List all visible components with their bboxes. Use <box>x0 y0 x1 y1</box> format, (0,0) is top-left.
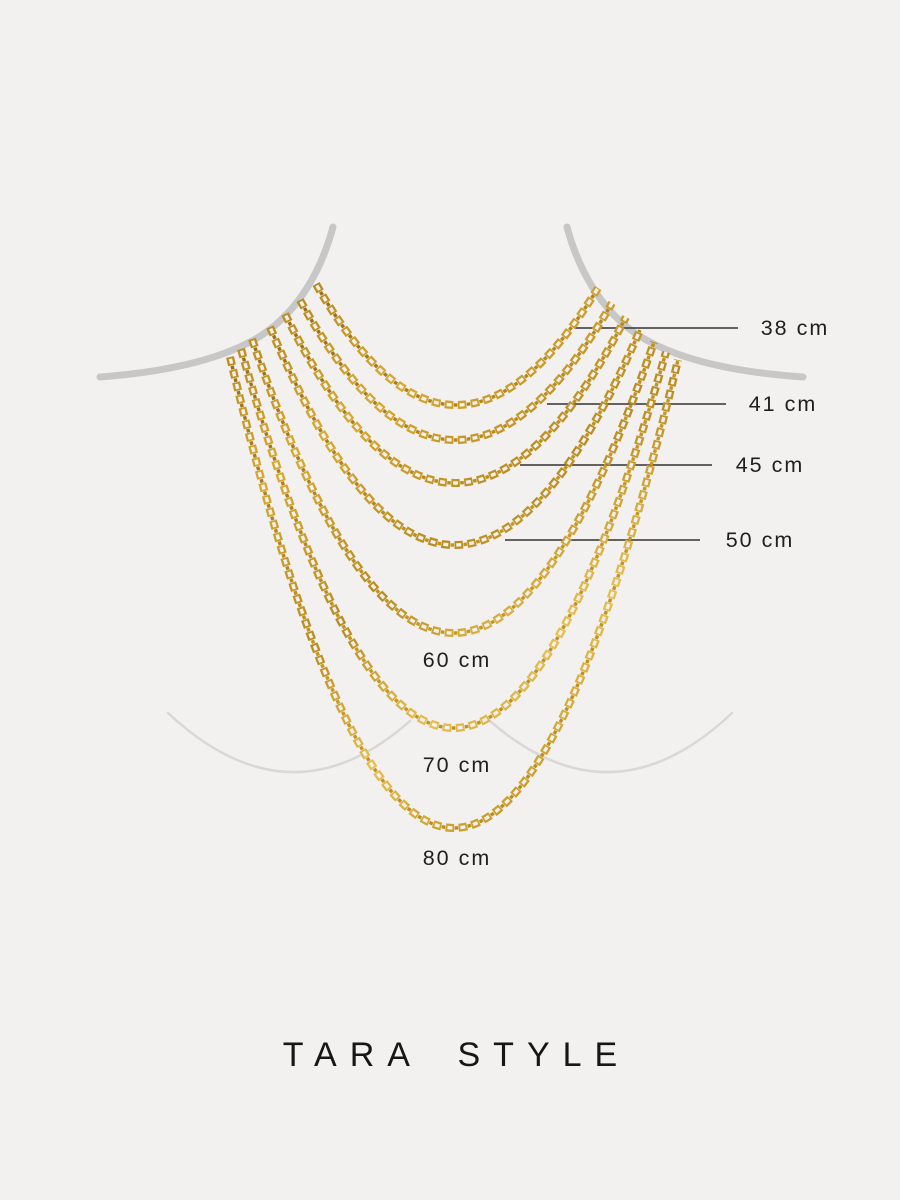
chain-80-cm <box>226 356 682 832</box>
right-bust-line <box>488 711 734 774</box>
length-label-80-cm: 80 cm <box>423 846 492 870</box>
chain-70-cm <box>237 347 670 732</box>
length-labels: 38 cm 41 cm 45 cm 50 cm 60 cm 70 cm 80 cm <box>423 316 830 870</box>
length-label-50-cm: 50 cm <box>726 528 795 552</box>
chain-45-cm <box>281 312 630 487</box>
left-bust-line <box>166 711 412 774</box>
chain-60-cm <box>248 337 658 637</box>
length-label-60-cm: 60 cm <box>423 648 492 672</box>
necklace-chains <box>226 282 682 832</box>
chain-41-cm <box>296 298 616 444</box>
chain-38-cm <box>312 282 602 409</box>
length-label-38-cm: 38 cm <box>761 316 830 340</box>
chain-50-cm <box>266 325 644 549</box>
brand-logo-text: TARA STYLE <box>282 1036 631 1074</box>
length-label-70-cm: 70 cm <box>423 753 492 777</box>
body-silhouette <box>96 223 807 774</box>
left-neck-shoulder-line <box>96 223 337 381</box>
length-label-41-cm: 41 cm <box>749 392 818 416</box>
length-label-45-cm: 45 cm <box>736 453 805 477</box>
